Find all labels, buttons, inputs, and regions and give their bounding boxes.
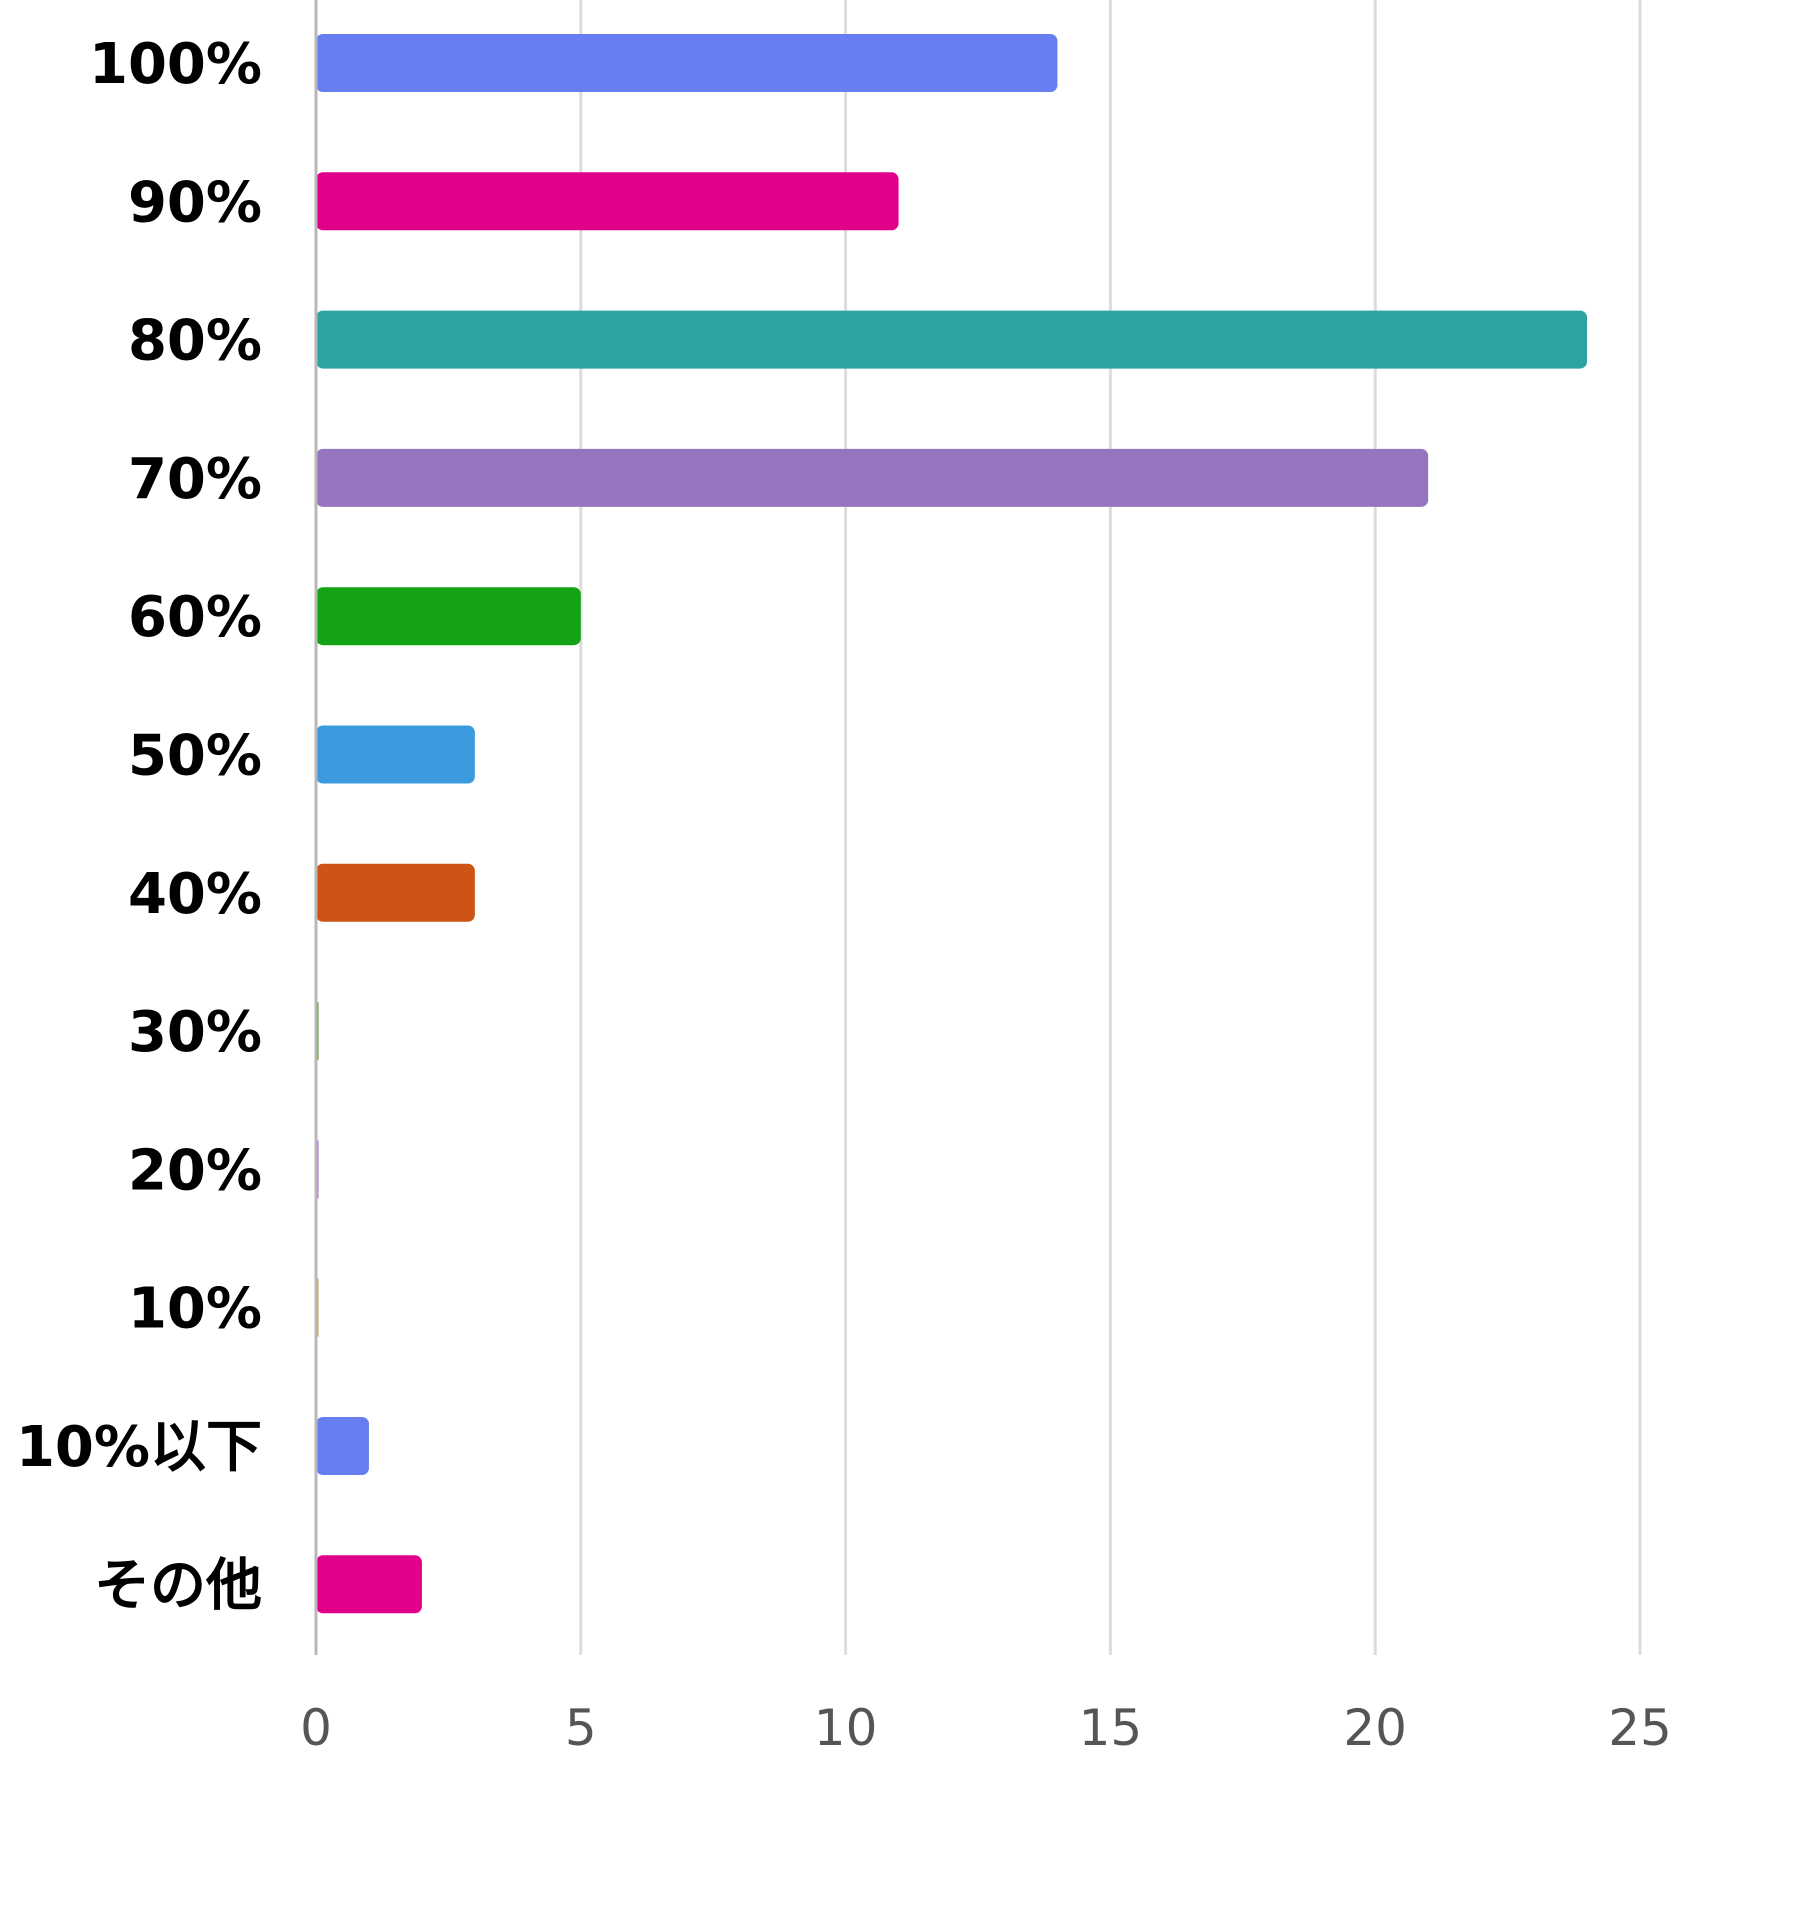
bar <box>316 863 475 922</box>
bar <box>316 310 1588 369</box>
x-tick-label: 25 <box>1608 1699 1672 1757</box>
x-tick-label: 5 <box>565 1699 597 1757</box>
x-tick-label: 10 <box>814 1699 878 1757</box>
category-label: 80% <box>128 309 262 374</box>
x-tick-label: 15 <box>1079 1699 1143 1757</box>
category-label: 10% <box>128 1277 262 1342</box>
category-label: その他 <box>94 1553 262 1618</box>
bar <box>316 725 475 784</box>
bar <box>316 587 581 646</box>
category-label: 20% <box>128 1138 262 1203</box>
x-axis-tick-labels: 0 5 10 15 20 25 <box>300 1699 1672 1757</box>
bars <box>316 34 1588 1614</box>
category-label: 70% <box>128 447 262 512</box>
bar <box>316 172 899 231</box>
category-label: 100% <box>89 32 262 97</box>
category-label: 50% <box>128 724 262 789</box>
gridlines <box>579 0 1642 1655</box>
bar <box>316 1555 422 1614</box>
category-label: 10%以下 <box>16 1415 262 1480</box>
bar <box>316 448 1429 507</box>
category-label: 90% <box>128 170 262 235</box>
bar <box>316 1417 369 1475</box>
category-label: 60% <box>128 585 262 650</box>
category-label: 30% <box>128 1000 262 1065</box>
x-tick-label: 0 <box>300 1699 332 1757</box>
x-tick-label: 20 <box>1343 1699 1407 1757</box>
category-label: 40% <box>128 862 262 927</box>
bar <box>316 34 1058 92</box>
